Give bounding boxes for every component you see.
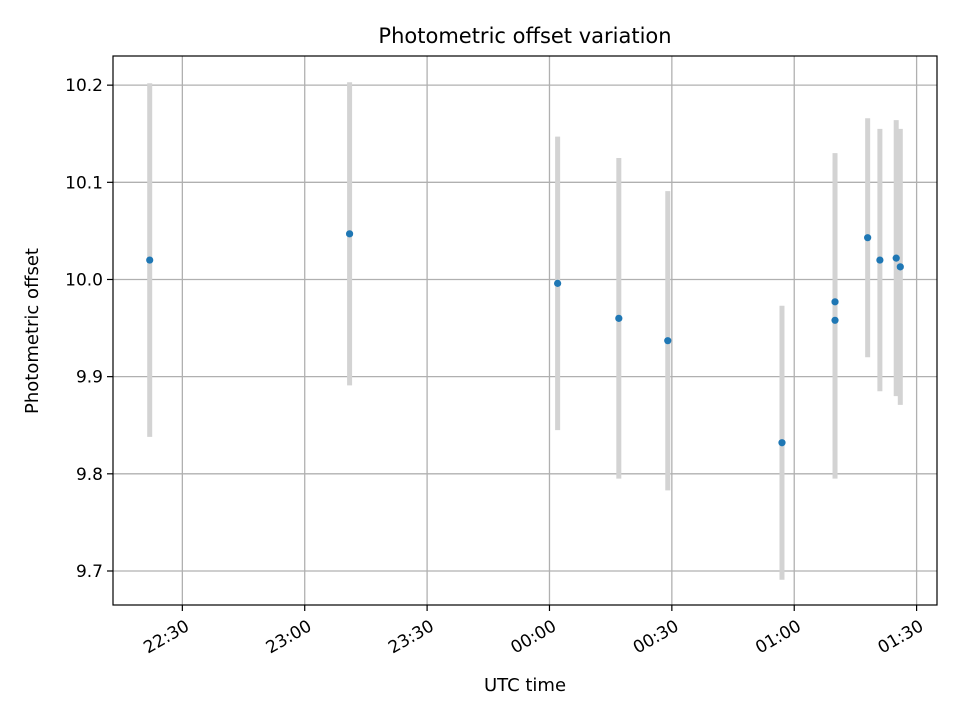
x-tick-label: 00:00 xyxy=(508,616,560,658)
data-point xyxy=(892,254,900,262)
x-tick-label: 22:30 xyxy=(140,616,192,658)
data-point xyxy=(831,298,839,306)
data-point xyxy=(615,314,623,322)
y-tick-label: 9.7 xyxy=(76,562,103,582)
y-tick-label: 9.9 xyxy=(76,368,103,388)
plot-frame xyxy=(112,55,938,606)
data-point xyxy=(831,316,839,324)
x-tick-label: 00:30 xyxy=(630,616,682,658)
x-tick-label: 23:30 xyxy=(385,616,437,658)
errorbars xyxy=(147,82,903,580)
data-point xyxy=(778,439,786,447)
grid xyxy=(113,56,937,605)
chart-title: Photometric offset variation xyxy=(378,24,671,48)
x-tick-label: 01:30 xyxy=(875,616,927,658)
y-tick-label: 10.1 xyxy=(65,173,103,193)
y-axis-title: Photometric offset xyxy=(22,248,43,414)
data-points xyxy=(146,230,904,447)
data-point xyxy=(876,256,884,264)
y-tick-label: 10.0 xyxy=(65,270,103,290)
x-tick-label: 01:00 xyxy=(752,616,804,658)
data-point xyxy=(345,230,354,238)
x-axis-title: UTC time xyxy=(484,675,566,696)
x-tick-label: 23:00 xyxy=(263,616,315,658)
y-tick-label: 10.2 xyxy=(65,76,103,96)
data-point xyxy=(554,279,562,287)
y-tick-label: 9.8 xyxy=(76,465,103,485)
data-point xyxy=(896,263,904,271)
data-point xyxy=(664,337,672,345)
data-point xyxy=(146,256,154,264)
data-point xyxy=(864,234,872,242)
